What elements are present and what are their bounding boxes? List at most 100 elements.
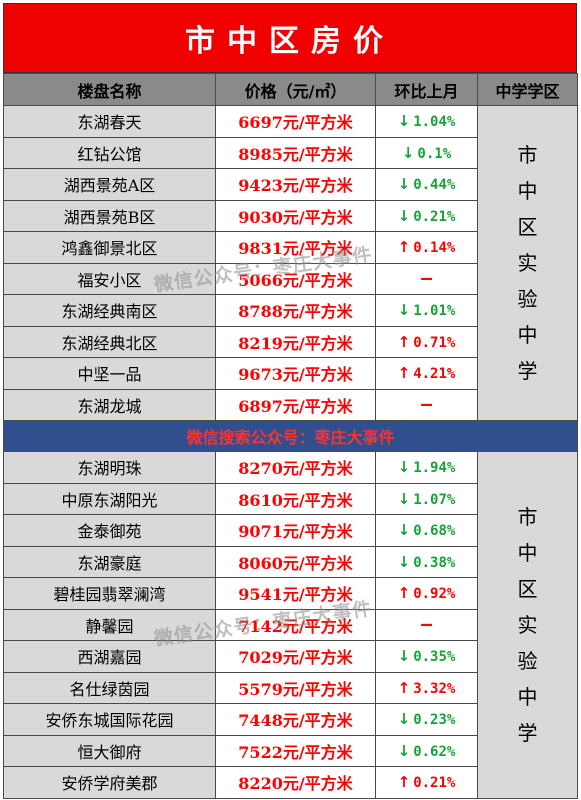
month-change: ↓ 0.38% — [375, 545, 478, 578]
property-price: 8985元/平方米 — [215, 136, 376, 169]
change-value: 4.21% — [413, 366, 456, 383]
page-title: 市中区房价 — [3, 3, 577, 73]
property-price: 9541元/平方米 — [215, 577, 376, 610]
change-value: 0.1% — [417, 145, 452, 162]
table-row: 名仕绿茵园 5579元/平方米 ↑ 3.32% — [3, 671, 578, 704]
property-name: 恒大御府 — [3, 734, 216, 767]
month-change: — — [375, 608, 478, 641]
month-change: ↓ 0.62% — [375, 734, 478, 767]
header-row: 楼盘名称 价格（元/㎡） 环比上月 中学学区 — [3, 73, 578, 106]
group-1-rows: 东湖春天 6697元/平方米 ↓ 1.04% 市中区实验中学 红钻公馆 8985元/平方米 ↓… — [3, 105, 578, 421]
property-price: 8220元/平方米 — [215, 766, 376, 799]
property-price: 8788元/平方米 — [215, 294, 376, 327]
property-name: 红钻公馆 — [3, 136, 216, 169]
property-name: 东湖经典南区 — [3, 294, 216, 327]
arrow-down-icon: ↓ — [397, 552, 411, 571]
table-row: 静馨园 7142元/平方米 — — [3, 608, 578, 641]
property-price: 8270元/平方米 — [215, 451, 376, 484]
property-price: 7029元/平方米 — [215, 640, 376, 673]
month-change: ↓ 1.94% — [375, 451, 478, 484]
property-name: 安侨东城国际花园 — [3, 703, 216, 736]
table-row: 东湖龙城 6897元/平方米 — — [3, 388, 578, 421]
property-name: 东湖春天 — [3, 105, 216, 138]
school-name: 市中区实验中学 — [517, 504, 538, 745]
property-price: 9071元/平方米 — [215, 514, 376, 547]
arrow-down-icon: ↓ — [397, 647, 411, 666]
property-price: 6897元/平方米 — [215, 388, 376, 421]
month-change: ↓ 0.1% — [375, 136, 478, 169]
month-change: ↓ 1.07% — [375, 482, 478, 515]
property-price: 8219元/平方米 — [215, 325, 376, 358]
arrow-down-icon: ↓ — [397, 458, 411, 477]
header-price: 价格（元/㎡） — [215, 73, 376, 106]
table-row: 东湖春天 6697元/平方米 ↓ 1.04% 市中区实验中学 — [3, 105, 578, 421]
arrow-up-icon: ↑ — [397, 364, 411, 383]
table-row: 恒大御府 7522元/平方米 ↓ 0.62% — [3, 734, 578, 767]
property-name: 东湖豪庭 — [3, 545, 216, 578]
arrow-down-icon: ↓ — [397, 710, 411, 729]
header-name: 楼盘名称 — [3, 73, 216, 106]
price-sheet: 市中区房价 楼盘名称 价格（元/㎡） 环比上月 中学学区 东湖春天 6697元/平… — [3, 3, 578, 799]
property-price: 5066元/平方米 — [215, 262, 376, 295]
change-value: 1.07% — [413, 491, 456, 508]
change-value: 0.23% — [413, 712, 456, 729]
arrow-up-icon: ↑ — [397, 584, 411, 603]
school-district: 市中区实验中学 — [477, 105, 578, 421]
month-change: ↓ 0.23% — [375, 703, 478, 736]
property-price: 9831元/平方米 — [215, 231, 376, 264]
property-price: 7522元/平方米 — [215, 734, 376, 767]
month-change: ↑ 3.32% — [375, 671, 478, 704]
banner-row: 微信搜索公众号：枣庄大事件 — [3, 420, 578, 452]
property-price: 6697元/平方米 — [215, 105, 376, 138]
arrow-down-icon: ↓ — [397, 175, 411, 194]
property-name: 名仕绿茵园 — [3, 671, 216, 704]
table-row: 碧桂园翡翠澜湾 9541元/平方米 ↑ 0.92% — [3, 577, 578, 610]
property-name: 西湖嘉园 — [3, 640, 216, 673]
table-row: 福安小区 5066元/平方米 — — [3, 262, 578, 295]
arrow-down-icon: ↓ — [397, 301, 411, 320]
change-value: 0.71% — [413, 334, 456, 351]
table-row: 东湖经典南区 8788元/平方米 ↓ 1.01% — [3, 294, 578, 327]
property-price: 7448元/平方米 — [215, 703, 376, 736]
table-row: 安侨学府美郡 8220元/平方米 ↑ 0.21% — [3, 766, 578, 799]
header-change: 环比上月 — [375, 73, 478, 106]
arrow-up-icon: ↑ — [397, 238, 411, 257]
change-value: 0.35% — [413, 649, 456, 666]
month-change: — — [375, 388, 478, 421]
property-name: 金泰御苑 — [3, 514, 216, 547]
month-change: ↓ 0.44% — [375, 168, 478, 201]
property-price: 9673元/平方米 — [215, 357, 376, 390]
property-name: 静馨园 — [3, 608, 216, 641]
property-name: 中坚一品 — [3, 357, 216, 390]
arrow-down-icon: ↓ — [397, 521, 411, 540]
table-row: 安侨东城国际花园 7448元/平方米 ↓ 0.23% — [3, 703, 578, 736]
month-change: ↓ 0.21% — [375, 199, 478, 232]
month-change: ↑ 0.71% — [375, 325, 478, 358]
property-price: 5579元/平方米 — [215, 671, 376, 704]
arrow-down-icon: ↓ — [401, 143, 415, 162]
property-price: 8060元/平方米 — [215, 545, 376, 578]
table-row: 鸿鑫御景北区 9831元/平方米 ↑ 0.14% — [3, 231, 578, 264]
property-name: 东湖经典北区 — [3, 325, 216, 358]
arrow-up-icon: ↑ — [397, 332, 411, 351]
property-name: 东湖明珠 — [3, 451, 216, 484]
property-price: 7142元/平方米 — [215, 608, 376, 641]
table-row: 东湖经典北区 8219元/平方米 ↑ 0.71% — [3, 325, 578, 358]
group-2-rows: 东湖明珠 8270元/平方米 ↓ 1.94% 市中区实验中学 中原东湖阳光 8610元/平方… — [3, 451, 578, 799]
banner-text: 微信搜索公众号：枣庄大事件 — [3, 420, 578, 452]
arrow-down-icon: ↓ — [397, 112, 411, 131]
month-change: ↑ 4.21% — [375, 357, 478, 390]
property-name: 安侨学府美郡 — [3, 766, 216, 799]
change-value: — — [421, 268, 432, 290]
change-value: 1.01% — [413, 303, 456, 320]
arrow-down-icon: ↓ — [397, 489, 411, 508]
change-value: 0.38% — [413, 554, 456, 571]
property-name: 东湖龙城 — [3, 388, 216, 421]
property-name: 湖西景苑A区 — [3, 168, 216, 201]
price-table: 楼盘名称 价格（元/㎡） 环比上月 中学学区 东湖春天 6697元/平方米 ↓ 1.0… — [3, 73, 578, 799]
month-change: ↑ 0.14% — [375, 231, 478, 264]
change-value: — — [421, 394, 432, 416]
change-value: 0.68% — [413, 523, 456, 540]
header-school: 中学学区 — [477, 73, 578, 106]
month-change: ↑ 0.92% — [375, 577, 478, 610]
